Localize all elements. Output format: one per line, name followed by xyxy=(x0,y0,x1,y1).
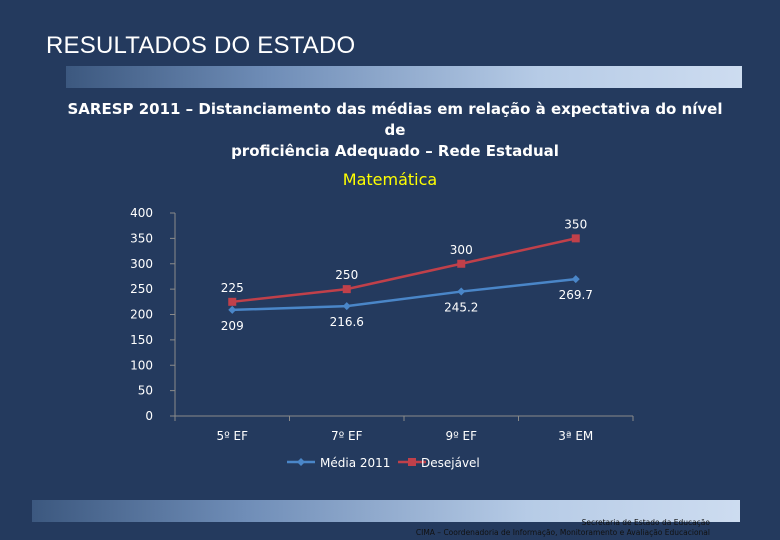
chart-title: Matemática xyxy=(343,170,437,189)
y-tick-label: 150 xyxy=(130,333,153,347)
series-line-media-2011 xyxy=(232,277,576,312)
series-lines xyxy=(232,237,577,312)
legend-label-desejavel: Desejável xyxy=(421,456,480,470)
data-label: 245.2 xyxy=(444,301,478,315)
data-point-desejavel xyxy=(228,297,237,306)
chart-legend: Média 2011 Desejável xyxy=(287,456,480,470)
chart-axes: 0 50 100 150 200 250 300 350 400 5º EF 7º EF 9º EF 3… xyxy=(130,206,634,443)
legend-label-media-2011: Média 2011 xyxy=(320,456,390,470)
footer-credits: Secretaria de Estado da Educação CIMA – … xyxy=(416,518,710,538)
y-tick-label: 0 xyxy=(145,409,153,423)
series-line-desejavel xyxy=(232,237,577,304)
x-tick-label: 9º EF xyxy=(445,429,477,443)
data-point-desejavel xyxy=(342,285,351,294)
data-label: 225 xyxy=(221,281,244,295)
series-points xyxy=(228,234,580,314)
y-tick-label: 50 xyxy=(138,384,153,398)
y-tick-label: 350 xyxy=(130,231,153,245)
data-label: 300 xyxy=(450,243,473,257)
subtitle-line-2: proficiência Adequado – Rede Estadual xyxy=(231,142,559,160)
data-labels: 209 216.6 245.2 269.7 225 250 300 350 xyxy=(221,217,593,333)
data-label: 269.7 xyxy=(559,288,593,302)
data-point-media-2011 xyxy=(571,275,580,284)
footer-line-1: Secretaria de Estado da Educação xyxy=(581,518,710,527)
subtitle-line-1: SARESP 2011 – Distanciamento das médias … xyxy=(67,100,723,139)
footer-decorative-bar xyxy=(32,500,740,522)
data-point-desejavel xyxy=(571,234,580,243)
page-title: RESULTADOS DO ESTADO xyxy=(46,32,356,59)
y-tick-label: 200 xyxy=(130,308,153,322)
data-label: 209 xyxy=(221,319,244,333)
legend-marker-media-2011 xyxy=(297,458,305,466)
legend-marker-desejavel xyxy=(408,458,416,466)
y-tick-label: 400 xyxy=(130,206,153,220)
y-tick-label: 100 xyxy=(130,358,153,372)
y-tick-label: 250 xyxy=(130,282,153,296)
data-point-media-2011 xyxy=(457,287,466,296)
header-decorative-bar xyxy=(66,66,742,88)
data-point-desejavel xyxy=(457,259,466,268)
data-label: 350 xyxy=(564,217,587,231)
x-tick-label: 7º EF xyxy=(331,429,363,443)
data-point-media-2011 xyxy=(342,302,351,311)
footer-line-2: CIMA – Coordenadoria de Informação, Moni… xyxy=(415,528,710,537)
chart-subtitle: SARESP 2011 – Distanciamento das médias … xyxy=(60,99,730,162)
x-tick-label: 3ª EM xyxy=(558,429,593,443)
x-tick-label: 5º EF xyxy=(216,429,248,443)
y-tick-label: 300 xyxy=(130,257,153,271)
data-label: 216.6 xyxy=(330,315,364,329)
data-point-media-2011 xyxy=(228,305,237,314)
data-label: 250 xyxy=(335,268,358,282)
